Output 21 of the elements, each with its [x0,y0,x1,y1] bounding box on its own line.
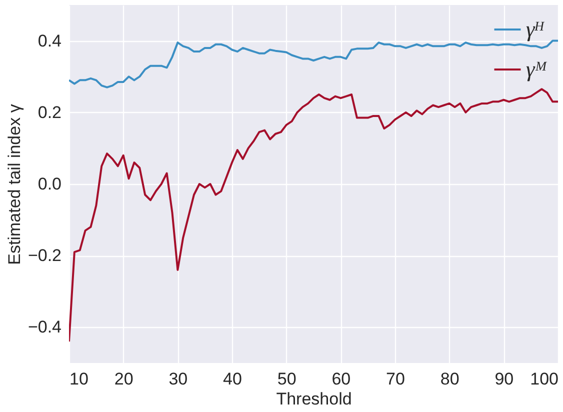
legend-label: γᴹ [526,56,548,82]
y-tick-label: 0.0 [38,174,62,194]
x-tick-label: 30 [168,370,188,388]
legend-label: γᴴ [526,16,545,42]
y-axis-title: Estimated tail index γ [4,104,24,265]
x-tick-label: 100 [530,370,558,388]
x-tick-label: 10 [70,370,88,388]
x-tick-label: 70 [386,370,405,388]
x-tick-label: 40 [223,370,242,388]
y-tick-label: −0.4 [28,318,62,337]
x-tick-label: 50 [277,370,296,388]
y-tick-label: 0.4 [38,31,62,50]
y-tick-label: −0.2 [28,246,62,266]
x-axis-title: Threshold [276,390,352,408]
line-series [69,88,558,343]
x-tick-label: 20 [114,370,134,388]
x-tick-label: 80 [440,370,460,388]
x-tick-label: 60 [332,370,351,388]
line-series [69,40,558,88]
y-tick-label: 0.2 [38,102,62,122]
x-tick-label: 90 [494,370,514,388]
